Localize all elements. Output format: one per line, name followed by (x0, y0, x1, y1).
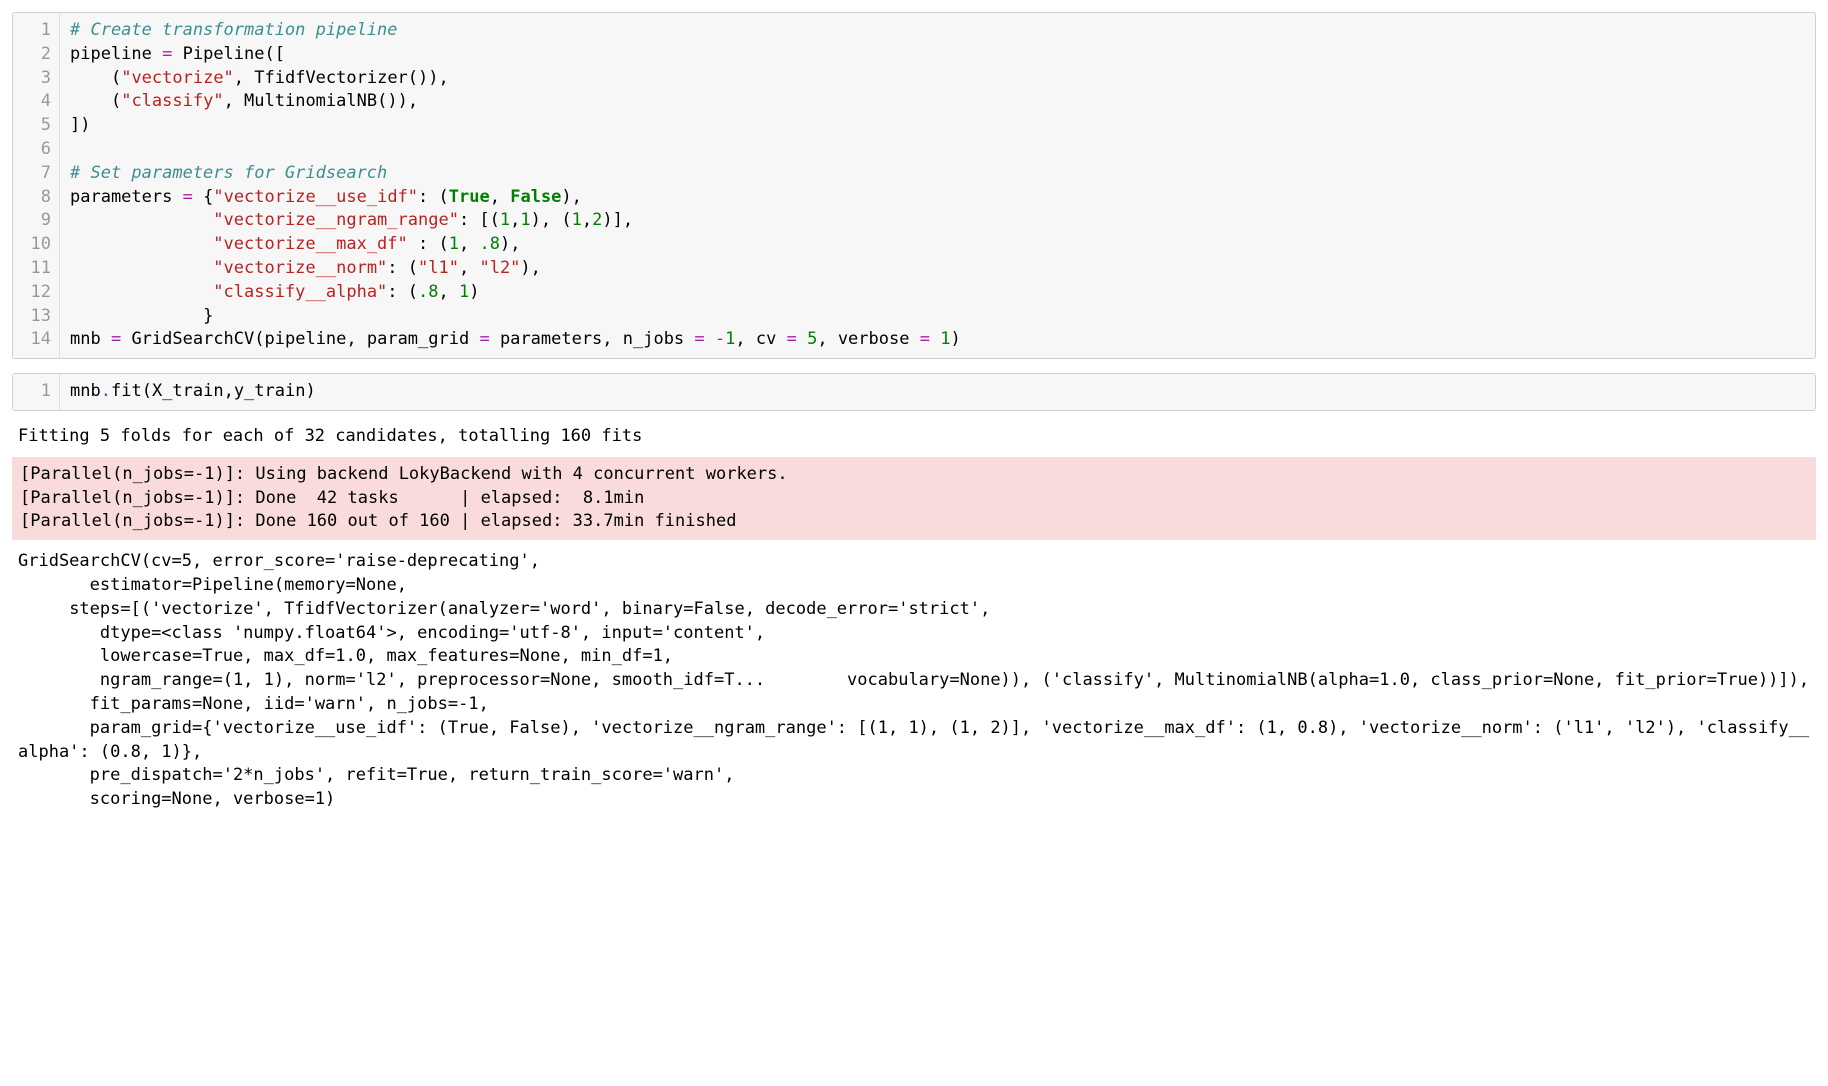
code-cell-1-gutter: 1234567891011121314 (13, 13, 60, 358)
code-cell-1-pre: # Create transformation pipeline pipelin… (70, 19, 1805, 352)
output-stdout-1: Fitting 5 folds for each of 32 candidate… (12, 425, 1816, 449)
code-cell-2-pre: mnb.fit(X_train,y_train) (70, 380, 1805, 404)
output-repr: GridSearchCV(cv=5, error_score='raise-de… (12, 550, 1816, 812)
code-cell-1[interactable]: 1234567891011121314 # Create transformat… (12, 12, 1816, 359)
code-cell-2-body[interactable]: mnb.fit(X_train,y_train) (60, 374, 1815, 410)
code-cell-2-gutter: 1 (13, 374, 60, 410)
output-stderr: [Parallel(n_jobs=-1)]: Using backend Lok… (12, 457, 1816, 540)
code-cell-1-body[interactable]: # Create transformation pipeline pipelin… (60, 13, 1815, 358)
code-cell-2[interactable]: 1 mnb.fit(X_train,y_train) (12, 373, 1816, 411)
